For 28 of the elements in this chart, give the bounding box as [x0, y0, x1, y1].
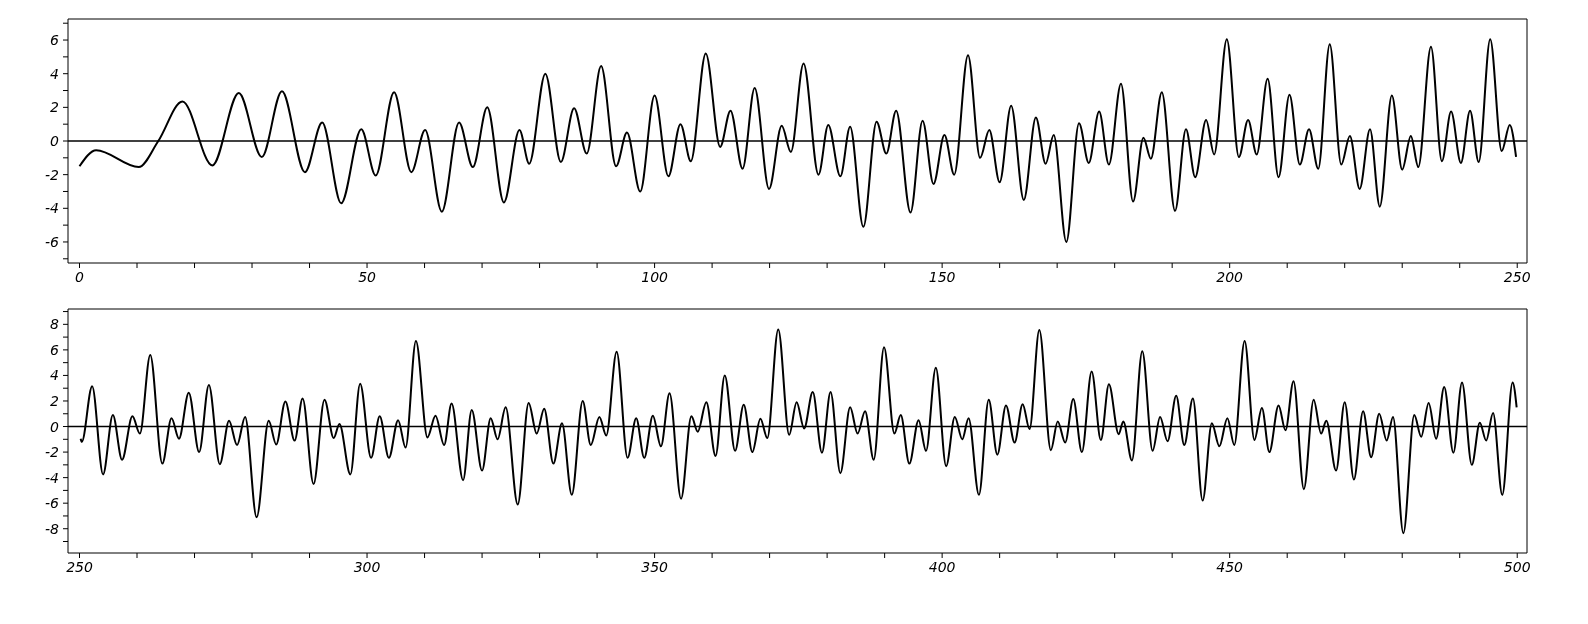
- y-tick-label: 8: [50, 316, 60, 333]
- y-tick-label: 6: [50, 341, 60, 358]
- y-tick-label: 6: [50, 32, 60, 49]
- y-tick-label: -8: [45, 520, 60, 537]
- x-tick-label: 400: [928, 559, 956, 575]
- y-tick-label: -2: [45, 444, 60, 461]
- y-tick-label: -6: [45, 233, 60, 250]
- y-tick-label: -6: [45, 495, 60, 512]
- x-tick-label: 150: [928, 269, 956, 285]
- y-tick-label: -2: [45, 166, 60, 183]
- y-tick-label: -4: [45, 200, 59, 217]
- x-tick-label: 450: [1216, 559, 1244, 575]
- y-tick-label: 2: [50, 99, 60, 116]
- x-tick-label: 500: [1503, 559, 1531, 575]
- y-tick-label: 4: [50, 65, 59, 82]
- y-tick-label: 2: [50, 392, 60, 409]
- x-tick-label: 350: [641, 559, 669, 575]
- y-tick-label: 0: [50, 133, 60, 149]
- x-tick-label: 300: [353, 559, 381, 575]
- y-tick-label: 0: [50, 418, 60, 435]
- x-tick-label: 200: [1216, 269, 1244, 285]
- x-tick-label: 250: [66, 559, 93, 575]
- x-tick-label: 50: [358, 269, 377, 285]
- y-tick-label: -4: [45, 469, 59, 486]
- x-tick-label: 250: [1503, 269, 1531, 285]
- y-tick-label: 4: [50, 367, 59, 384]
- x-tick-label: 0: [75, 269, 85, 285]
- x-tick-label: 100: [641, 269, 669, 285]
